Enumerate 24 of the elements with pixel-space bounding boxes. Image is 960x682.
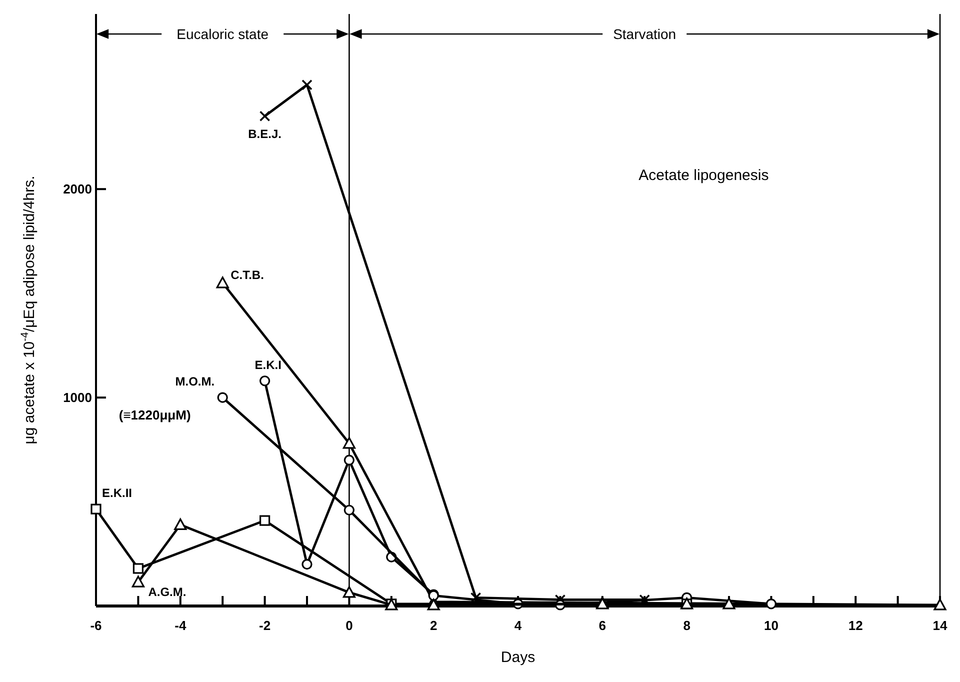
x-axis-title: Days (500, 649, 536, 666)
x-tick-label: -2 (259, 618, 271, 633)
x-tick-label: -6 (90, 618, 102, 633)
x-tick-label: 0 (346, 618, 353, 633)
series-label: A.G.M. (148, 585, 186, 600)
annotation: Starvation (613, 26, 676, 42)
series-label: C.T.B. (230, 268, 264, 282)
series-label: E.K.I (254, 358, 282, 372)
series-label: B.E.J. (248, 127, 282, 142)
annotation: (≡1220μμM) (118, 408, 191, 423)
x-tick-label: -4 (174, 618, 187, 633)
x-tick-label: 10 (764, 618, 778, 633)
x-tick-label: 12 (848, 618, 863, 633)
x-tick-label: 8 (683, 618, 690, 633)
y-tick-label: 1000 (63, 390, 92, 406)
series-label: E.K.II (102, 486, 132, 500)
series-label: M.O.M. (175, 374, 215, 389)
x-tick-label: 4 (514, 618, 522, 633)
x-tick-label: 6 (598, 618, 606, 633)
annotation: Acetate lipogenesis (638, 166, 769, 184)
annotation: Eucaloric state (176, 26, 269, 42)
x-tick-label: 14 (932, 618, 948, 633)
x-tick-label: 2 (430, 618, 438, 633)
y-tick-label: 2000 (63, 182, 92, 197)
